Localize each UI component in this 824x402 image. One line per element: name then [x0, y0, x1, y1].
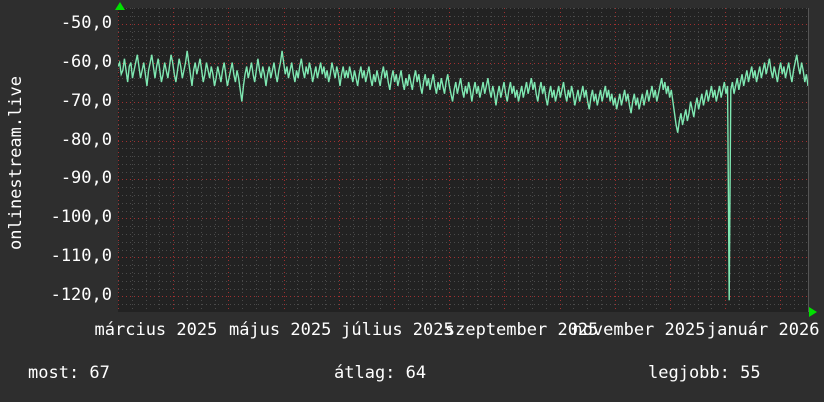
y-axis-tick-labels: -50,0 -60,0 -70,0 -80,0 -90,0 -100,0 -110,0 -12… — [0, 0, 112, 330]
y-tick-label: -120,0 — [50, 285, 112, 306]
x-tick-label: szeptember 2025 — [444, 320, 599, 340]
x-tick-label: március 2025 — [94, 320, 218, 340]
stats-row: most: 67 átlag: 64 legjobb: 55 — [0, 362, 824, 392]
y-tick-label: -110,0 — [50, 246, 112, 267]
x-tick-label: november 2025 — [572, 320, 706, 340]
triangle-up-icon — [115, 2, 125, 10]
chart-canvas — [118, 8, 808, 312]
minor-gridlines — [118, 8, 808, 312]
triangle-right-icon — [809, 307, 817, 317]
y-tick-label: -50,0 — [60, 12, 112, 33]
stat-average: átlag: 64 — [334, 363, 427, 383]
signal-line — [118, 50, 808, 301]
stat-best: legjobb: 55 — [648, 363, 761, 383]
stat-now: most: 67 — [28, 363, 110, 383]
y-tick-label: -80,0 — [60, 129, 112, 150]
y-tick-label: -100,0 — [50, 207, 112, 228]
x-tick-label: január 2026 — [706, 320, 820, 340]
y-tick-label: -90,0 — [60, 168, 112, 189]
major-gridlines — [118, 8, 808, 312]
y-tick-label: -60,0 — [60, 51, 112, 72]
y-tick-label: -70,0 — [60, 90, 112, 111]
x-tick-label: július 2025 — [341, 320, 454, 340]
x-axis-tick-labels: március 2025 május 2025 július 2025 szeptem… — [0, 320, 824, 344]
x-tick-label: május 2025 — [228, 320, 332, 340]
plot-area[interactable] — [118, 8, 809, 312]
